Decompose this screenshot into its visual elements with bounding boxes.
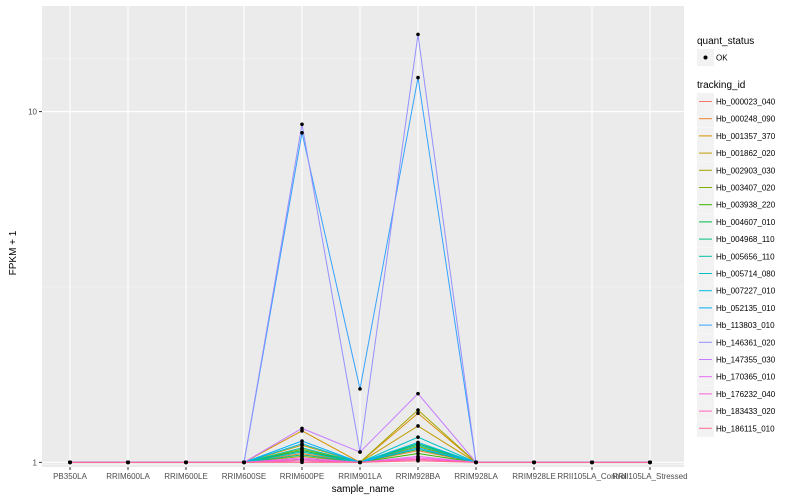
y-tick-label: 10: [28, 108, 37, 117]
data-point: [590, 460, 594, 465]
data-point: [300, 460, 304, 465]
data-point: [358, 450, 362, 454]
data-point: [416, 75, 420, 80]
legend-color-label: Hb_003407_020: [716, 184, 776, 193]
data-point: [300, 446, 304, 450]
legend-color-label: Hb_001862_020: [716, 149, 776, 158]
x-tick-label: RRIM600LA: [106, 472, 150, 481]
data-point: [358, 387, 362, 391]
x-tick-label: RRIM600SE: [222, 472, 266, 481]
data-point: [416, 424, 420, 428]
x-axis: PB350LA RRIM600LA RRIM600LE RRIM600SE RRIM60…: [53, 467, 688, 481]
x-tick-label: RRIM928LA: [454, 472, 498, 481]
x-tick-label: RRIM600LE: [164, 472, 208, 481]
legend-color-label: Hb_004968_110: [716, 235, 775, 244]
legend-shape-marker: [703, 55, 708, 60]
data-point: [126, 460, 130, 465]
data-point: [68, 460, 72, 465]
legend-color-label: Hb_005714_080: [716, 270, 776, 279]
legend-color-label: Hb_113803_010: [716, 321, 775, 330]
data-point: [416, 443, 420, 447]
x-tick-label: RRII105LA_Control: [557, 472, 627, 481]
x-tick-label: RRIM928BA: [396, 472, 441, 481]
legend-color-label: Hb_000248_090: [716, 115, 776, 124]
x-tick-label: RRIM600PE: [280, 472, 324, 481]
legend-color-label: Hb_170365_010: [716, 373, 776, 382]
legend-color-label: Hb_000023_040: [716, 98, 776, 107]
data-point: [242, 460, 246, 465]
legend-shape-label: OK: [716, 54, 728, 63]
grid-lines: [42, 6, 684, 467]
legend-shape-title: quant_status: [697, 36, 754, 47]
legend-color-label: Hb_007227_010: [716, 287, 776, 296]
data-point: [474, 460, 478, 465]
data-point: [300, 439, 304, 443]
data-point: [532, 460, 536, 465]
legend-color-label: Hb_146361_020: [716, 338, 776, 347]
x-tick-label: RRII105LA_Stressed: [612, 472, 687, 481]
data-point: [300, 122, 304, 127]
data-point: [300, 450, 304, 454]
legend: quant_status tracking_id OK Hb_000023_040…: [697, 36, 776, 437]
data-point: [416, 391, 420, 396]
data-point: [648, 460, 652, 465]
y-axis: 1 10: [28, 108, 42, 467]
data-points: [68, 32, 652, 465]
legend-color-label: Hb_186115_010: [716, 424, 775, 433]
y-tick-label: 1: [33, 458, 38, 467]
legend-color-label: Hb_001357_370: [716, 132, 776, 141]
legend-color-title: tracking_id: [697, 80, 745, 91]
x-tick-label: PB350LA: [53, 472, 87, 481]
data-point: [416, 459, 420, 463]
data-point: [300, 131, 304, 135]
legend-color-label: Hb_183433_020: [716, 407, 776, 416]
legend-color-label: Hb_147355_030: [716, 356, 776, 365]
data-point: [300, 453, 304, 457]
data-point: [416, 408, 420, 412]
data-point: [358, 460, 362, 465]
x-axis-title: sample_name: [332, 484, 395, 495]
data-point: [416, 32, 420, 37]
legend-color-label: Hb_176232_040: [716, 390, 776, 399]
x-tick-label: RRIM928LE: [512, 472, 556, 481]
data-point: [300, 426, 304, 431]
data-point: [300, 441, 304, 446]
data-point: [184, 460, 188, 465]
data-point: [416, 451, 420, 456]
legend-color-label: Hb_004607_010: [716, 218, 776, 227]
legend-color-label: Hb_002903_030: [716, 166, 776, 175]
legend-color-label: Hb_052135_010: [716, 304, 776, 313]
data-point: [416, 411, 420, 416]
data-point: [416, 446, 420, 450]
y-axis-title: FPKM + 1: [8, 230, 19, 275]
legend-color-label: Hb_003938_220: [716, 201, 776, 210]
plot-panel: [42, 6, 684, 467]
data-point: [416, 440, 420, 445]
x-tick-label: RRIM901LA: [338, 472, 382, 481]
legend-color-label: Hb_005656_110: [716, 252, 775, 261]
data-point: [416, 435, 420, 439]
